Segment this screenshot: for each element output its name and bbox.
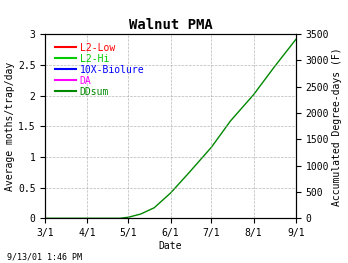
Text: 9/13/01 1:46 PM: 9/13/01 1:46 PM xyxy=(7,253,82,262)
X-axis label: Date: Date xyxy=(159,241,182,251)
Legend: L2-Low, L2-Hi, 10X-Biolure, DA, DDsum: L2-Low, L2-Hi, 10X-Biolure, DA, DDsum xyxy=(53,41,147,99)
Y-axis label: Accumulated Degree-days (F): Accumulated Degree-days (F) xyxy=(332,47,342,206)
Y-axis label: Average moths/trap/day: Average moths/trap/day xyxy=(5,62,15,191)
Title: Walnut PMA: Walnut PMA xyxy=(129,18,212,32)
